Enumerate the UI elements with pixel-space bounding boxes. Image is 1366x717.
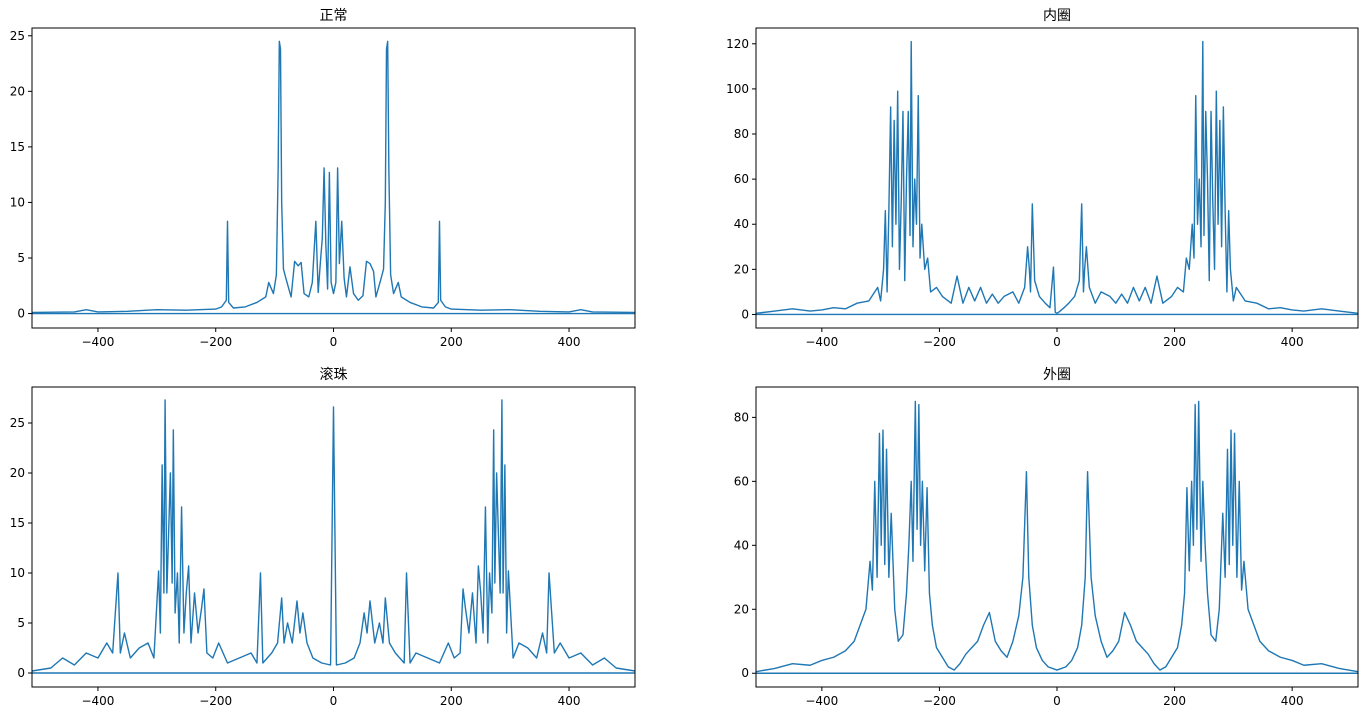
y-tick-label: 5 [17,251,25,265]
y-tick-label: 0 [17,307,25,321]
subplot-4: 外圈 −400 −200 0 200 400 0 20 40 60 80 [734,367,1359,708]
x-tick-label: −200 [923,335,956,349]
y-tick-label: 20 [10,84,25,98]
axes-frame [31,27,636,329]
x-tick-label: 200 [1163,335,1186,349]
y-tick-label: 60 [734,474,749,488]
y-tick-label: 120 [726,37,749,51]
subplot-title: 外圈 [1043,367,1071,383]
x-tick-label: 400 [1281,335,1304,349]
y-tick-label: 40 [734,538,749,552]
x-tick-label: −400 [805,694,838,708]
x-tick-label: 200 [1163,694,1186,708]
y-tick-label: 0 [741,666,749,680]
y-tick-label: 15 [10,140,25,154]
y-tick-label: 10 [10,195,25,209]
x-tick-label: −200 [199,335,232,349]
y-tick-label: 20 [734,602,749,616]
y-tick-label: 25 [10,416,25,430]
series-line [31,40,636,314]
y-tick-label: 40 [734,217,749,231]
y-tick-label: 100 [726,82,749,96]
x-tick-label: 400 [1281,694,1304,708]
series-line [755,400,1359,673]
subplot-title: 滚珠 [320,366,348,383]
subplot-1: 正常 −400 −200 0 200 400 0 5 10 15 20 25 [10,8,636,349]
y-tick-label: 0 [741,307,749,321]
subplot-title: 正常 [320,8,348,24]
x-tick-label: 0 [330,335,338,349]
x-tick-label: −200 [199,694,232,708]
y-tick-label: 60 [734,172,749,186]
y-tick-label: 25 [10,29,25,43]
x-tick-label: 400 [558,335,581,349]
x-tick-label: 200 [440,335,463,349]
y-tick-label: 10 [10,566,25,580]
y-tick-label: 80 [734,127,749,141]
axes-frame [755,27,1359,329]
x-tick-label: 200 [440,694,463,708]
x-tick-label: 0 [330,694,338,708]
series-line [31,399,636,672]
y-tick-label: 5 [17,616,25,630]
y-tick-label: 0 [17,666,25,680]
y-tick-label: 20 [10,466,25,480]
axes-frame [755,386,1359,688]
series-line [755,40,1359,315]
x-tick-label: −400 [81,694,114,708]
y-tick-label: 15 [10,516,25,530]
y-tick-label: 20 [734,262,749,276]
x-tick-label: −400 [81,335,114,349]
x-tick-label: −200 [923,694,956,708]
x-tick-label: 0 [1053,694,1061,708]
x-tick-label: 400 [558,694,581,708]
x-tick-label: −400 [805,335,838,349]
subplot-2: 内圈 −400 −200 0 200 400 0 20 40 60 80 100 120 [726,8,1359,349]
subplot-title: 内圈 [1043,8,1071,24]
subplot-3: 滚珠 −400 −200 0 200 400 0 5 10 15 20 25 [10,366,636,708]
y-tick-label: 80 [734,410,749,424]
x-tick-label: 0 [1053,335,1061,349]
